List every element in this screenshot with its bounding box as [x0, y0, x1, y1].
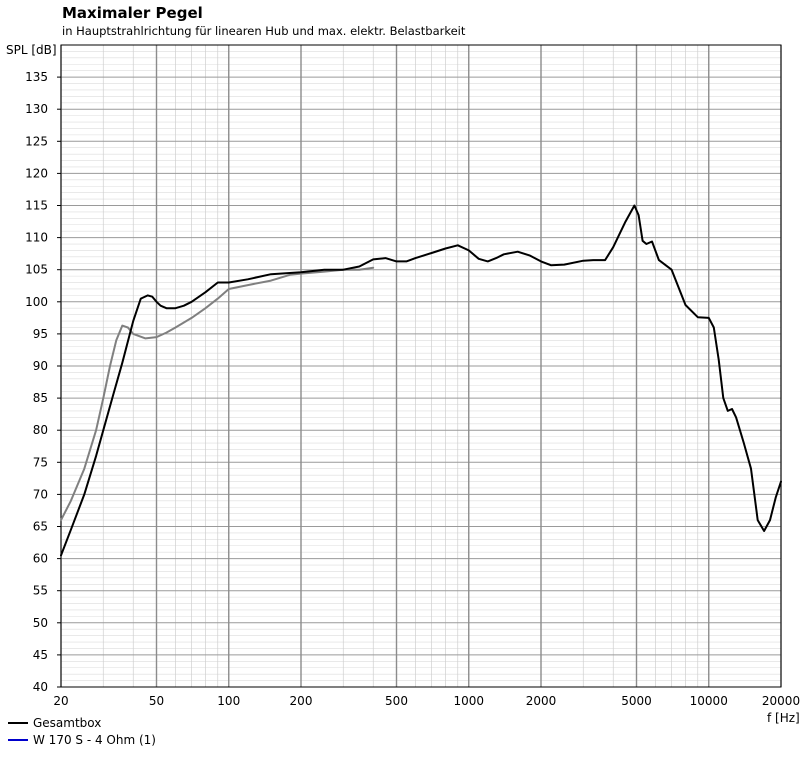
x-tick-label: 50 [149, 694, 164, 708]
x-tick-label: 10000 [690, 694, 728, 708]
chart-title: Maximaler Pegel [62, 4, 203, 22]
series-layer [60, 204, 782, 557]
x-tick-label: 1000 [453, 694, 484, 708]
y-tick-label: 60 [33, 552, 48, 566]
y-axis-label: SPL [dB] [6, 43, 57, 57]
y-tick-label: 135 [25, 70, 48, 84]
grid-minor [61, 45, 781, 687]
grid-major [60, 44, 782, 688]
y-tick-label: 105 [25, 263, 48, 277]
series-line [60, 266, 375, 522]
series-line [60, 204, 782, 557]
y-tick-label: 70 [33, 487, 48, 501]
y-tick-label: 115 [25, 199, 48, 213]
x-tick-label: 5000 [621, 694, 652, 708]
legend-item-w170s: W 170 S - 4 Ohm (1) [8, 733, 156, 747]
legend-label: W 170 S - 4 Ohm (1) [33, 733, 156, 747]
y-tick-label: 50 [33, 616, 48, 630]
x-tick-label: 100 [217, 694, 240, 708]
legend-swatch [8, 739, 28, 741]
y-tick-label: 130 [25, 102, 48, 116]
y-tick-label: 55 [33, 584, 48, 598]
x-tick-label: 200 [290, 694, 313, 708]
y-tick-label: 125 [25, 134, 48, 148]
y-tick-label: 110 [25, 231, 48, 245]
legend-item-gesamtbox: Gesamtbox [8, 716, 101, 730]
y-tick-label: 95 [33, 327, 48, 341]
y-tick-label: 85 [33, 391, 48, 405]
x-tick-label: 20000 [762, 694, 800, 708]
y-tick-label: 80 [33, 423, 48, 437]
legend-swatch [8, 722, 28, 724]
legend-label: Gesamtbox [33, 716, 102, 730]
y-tick-label: 75 [33, 455, 48, 469]
x-axis-label: f [Hz] [767, 711, 800, 725]
x-tick-label: 500 [385, 694, 408, 708]
y-tick-label: 40 [33, 680, 48, 694]
x-tick-labels: 20 50 100 200 500 1000 2000 5000 10000 20000 [53, 694, 800, 708]
x-tick-label: 2000 [526, 694, 557, 708]
y-tick-label: 120 [25, 166, 48, 180]
y-tick-label: 45 [33, 648, 48, 662]
y-tick-label: 65 [33, 520, 48, 534]
chart-subtitle: in Hauptstrahlrichtung für linearen Hub … [62, 24, 466, 38]
y-tick-labels: 40 45 50 55 60 65 70 75 80 85 90 95 100 105 110 115 120 1… [25, 70, 61, 694]
x-tick-label: 20 [53, 694, 68, 708]
y-tick-label: 90 [33, 359, 48, 373]
y-tick-label: 100 [25, 295, 48, 309]
